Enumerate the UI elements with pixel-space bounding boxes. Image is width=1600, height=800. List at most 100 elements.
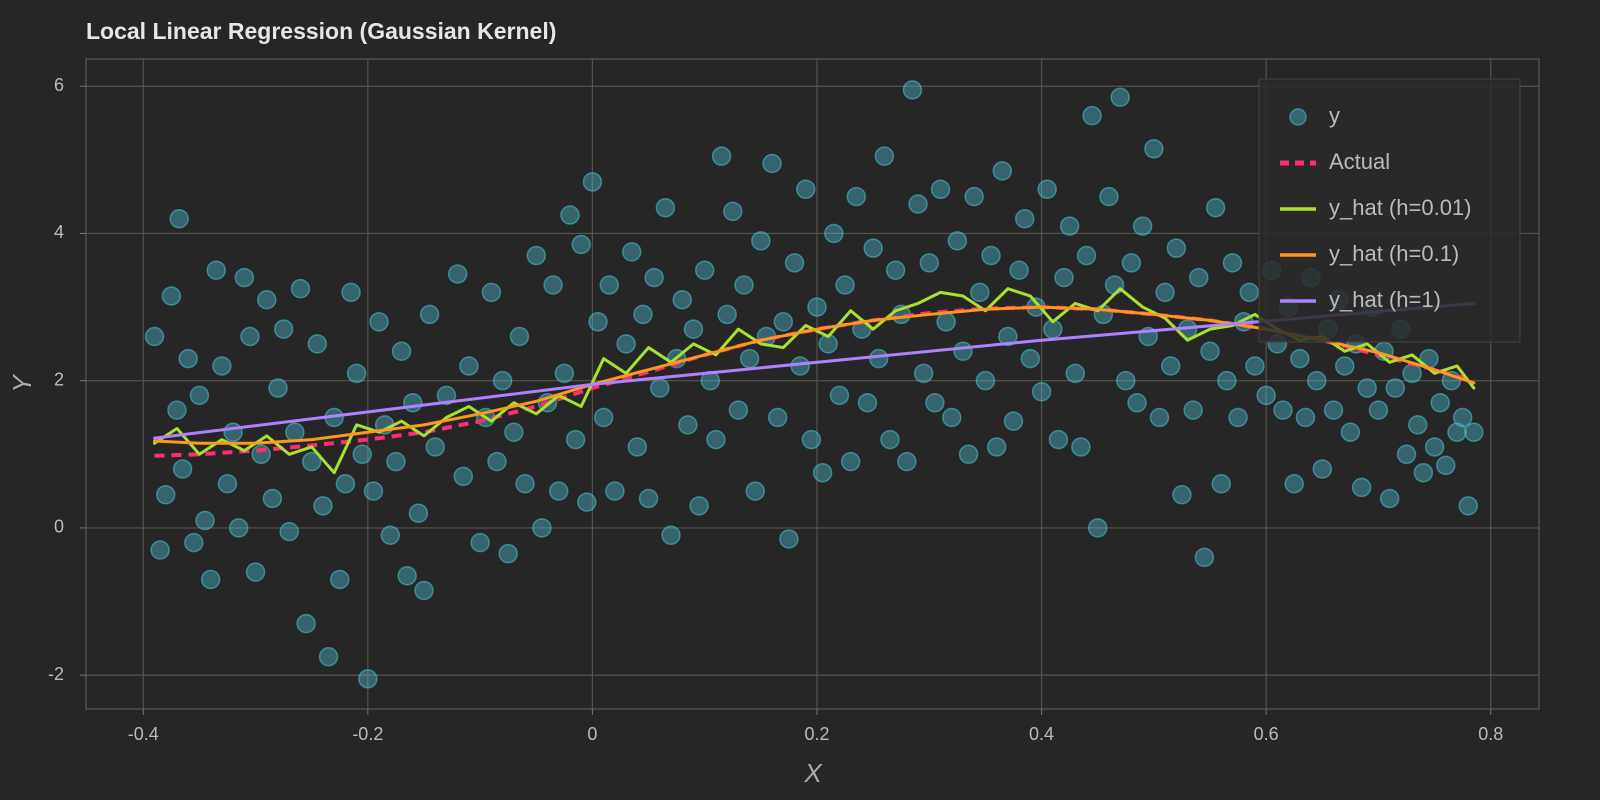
scatter-point [925, 393, 945, 413]
scatter-point [459, 356, 479, 376]
chart-title: Local Linear Regression (Gaussian Kernel… [86, 18, 556, 44]
scatter-point [1065, 363, 1086, 384]
scatter-point [655, 197, 676, 218]
scatter-point [689, 496, 709, 516]
scatter-point [498, 543, 518, 564]
scatter-point [796, 179, 816, 200]
scatter-point [1048, 429, 1069, 450]
scatter-point [363, 481, 384, 501]
scatter-point [1003, 411, 1024, 431]
scatter-point [936, 312, 956, 332]
y-tick-label: 2 [54, 369, 64, 389]
scatter-point [1149, 407, 1170, 428]
scatter-point [268, 378, 288, 398]
scatter-point [195, 510, 215, 531]
scatter-point [857, 393, 878, 413]
scatter-point [212, 356, 232, 376]
scatter-point [200, 569, 221, 590]
scatter-point [178, 348, 198, 369]
scatter-point [577, 492, 597, 512]
scatter-point [981, 245, 1001, 266]
scatter-point [386, 451, 406, 472]
scatter-point [223, 422, 243, 442]
scatter-point [605, 481, 625, 501]
scatter-point [234, 267, 255, 288]
scatter-point [644, 267, 664, 288]
scatter-point [504, 422, 524, 442]
scatter-point [1228, 407, 1248, 428]
scatter-point [1020, 348, 1041, 369]
scatter-point [189, 385, 210, 406]
scatter-point [169, 208, 189, 229]
scatter-point [1110, 87, 1130, 108]
scatter-point [296, 613, 316, 634]
scatter-point [543, 275, 563, 295]
scatter-point [1396, 444, 1417, 465]
scatter-point [1436, 455, 1456, 476]
scatter-point [728, 400, 749, 420]
scatter-point [1413, 462, 1434, 483]
scatter-point [1211, 473, 1231, 494]
scatter-point [958, 444, 979, 465]
scatter-point [1127, 393, 1147, 413]
scatter-point [301, 451, 322, 472]
scatter-point [975, 370, 996, 391]
scatter-point [1379, 488, 1400, 509]
scatter-point [1284, 473, 1304, 494]
scatter-point [672, 289, 692, 310]
legend-label: y_hat (h=0.01) [1329, 195, 1471, 220]
scatter-point [330, 569, 350, 590]
scatter-point [902, 80, 923, 100]
scatter-point [352, 444, 372, 465]
scatter-point [1452, 407, 1473, 428]
scatter-point [723, 201, 743, 222]
scatter-point [638, 488, 659, 509]
scatter-point [1312, 459, 1333, 479]
legend-marker [1289, 108, 1307, 126]
scatter-point [1116, 370, 1136, 391]
scatter-point [627, 437, 648, 457]
scatter-point [1200, 341, 1220, 361]
scatter-point [734, 275, 754, 295]
scatter-point [1087, 518, 1108, 538]
scatter-point [1014, 208, 1035, 229]
scatter-point [1407, 415, 1428, 435]
scatter-point [1295, 407, 1316, 428]
scatter-point [565, 429, 586, 450]
scatter-point [661, 525, 681, 546]
scatter-point [874, 146, 895, 166]
scatter-point [1424, 437, 1445, 457]
scatter-point [1166, 238, 1187, 258]
scatter-point [155, 485, 176, 505]
scatter-point [251, 444, 271, 465]
scatter-point [1368, 400, 1389, 420]
scatter-point [773, 312, 794, 332]
scatter-point [1256, 385, 1276, 406]
scatter-point [262, 488, 283, 509]
scatter-point [1245, 356, 1265, 376]
scatter-point [346, 363, 367, 384]
scatter-point [582, 172, 603, 192]
y-tick-label: 4 [54, 222, 64, 242]
scatter-point [593, 407, 614, 428]
scatter-point [840, 451, 861, 472]
scatter-point [217, 473, 238, 494]
scatter-point [1155, 282, 1175, 303]
scatter-point [1132, 216, 1153, 236]
scatter-point [1357, 378, 1377, 398]
scatter-point [408, 503, 429, 523]
scatter-point [515, 473, 535, 494]
scatter-point [436, 385, 457, 406]
scatter-point [941, 407, 962, 428]
scatter-point [1054, 267, 1074, 288]
scatter-point [161, 286, 182, 306]
scatter-point [554, 363, 575, 384]
scatter-point [897, 451, 917, 472]
scatter-point [998, 326, 1018, 347]
y-tick-label: 0 [54, 517, 64, 537]
scatter-point [307, 334, 328, 354]
scatter-point [279, 521, 299, 542]
legend-label: y [1329, 103, 1340, 128]
scatter-point [835, 275, 855, 295]
y-tick-label: -2 [48, 664, 64, 684]
